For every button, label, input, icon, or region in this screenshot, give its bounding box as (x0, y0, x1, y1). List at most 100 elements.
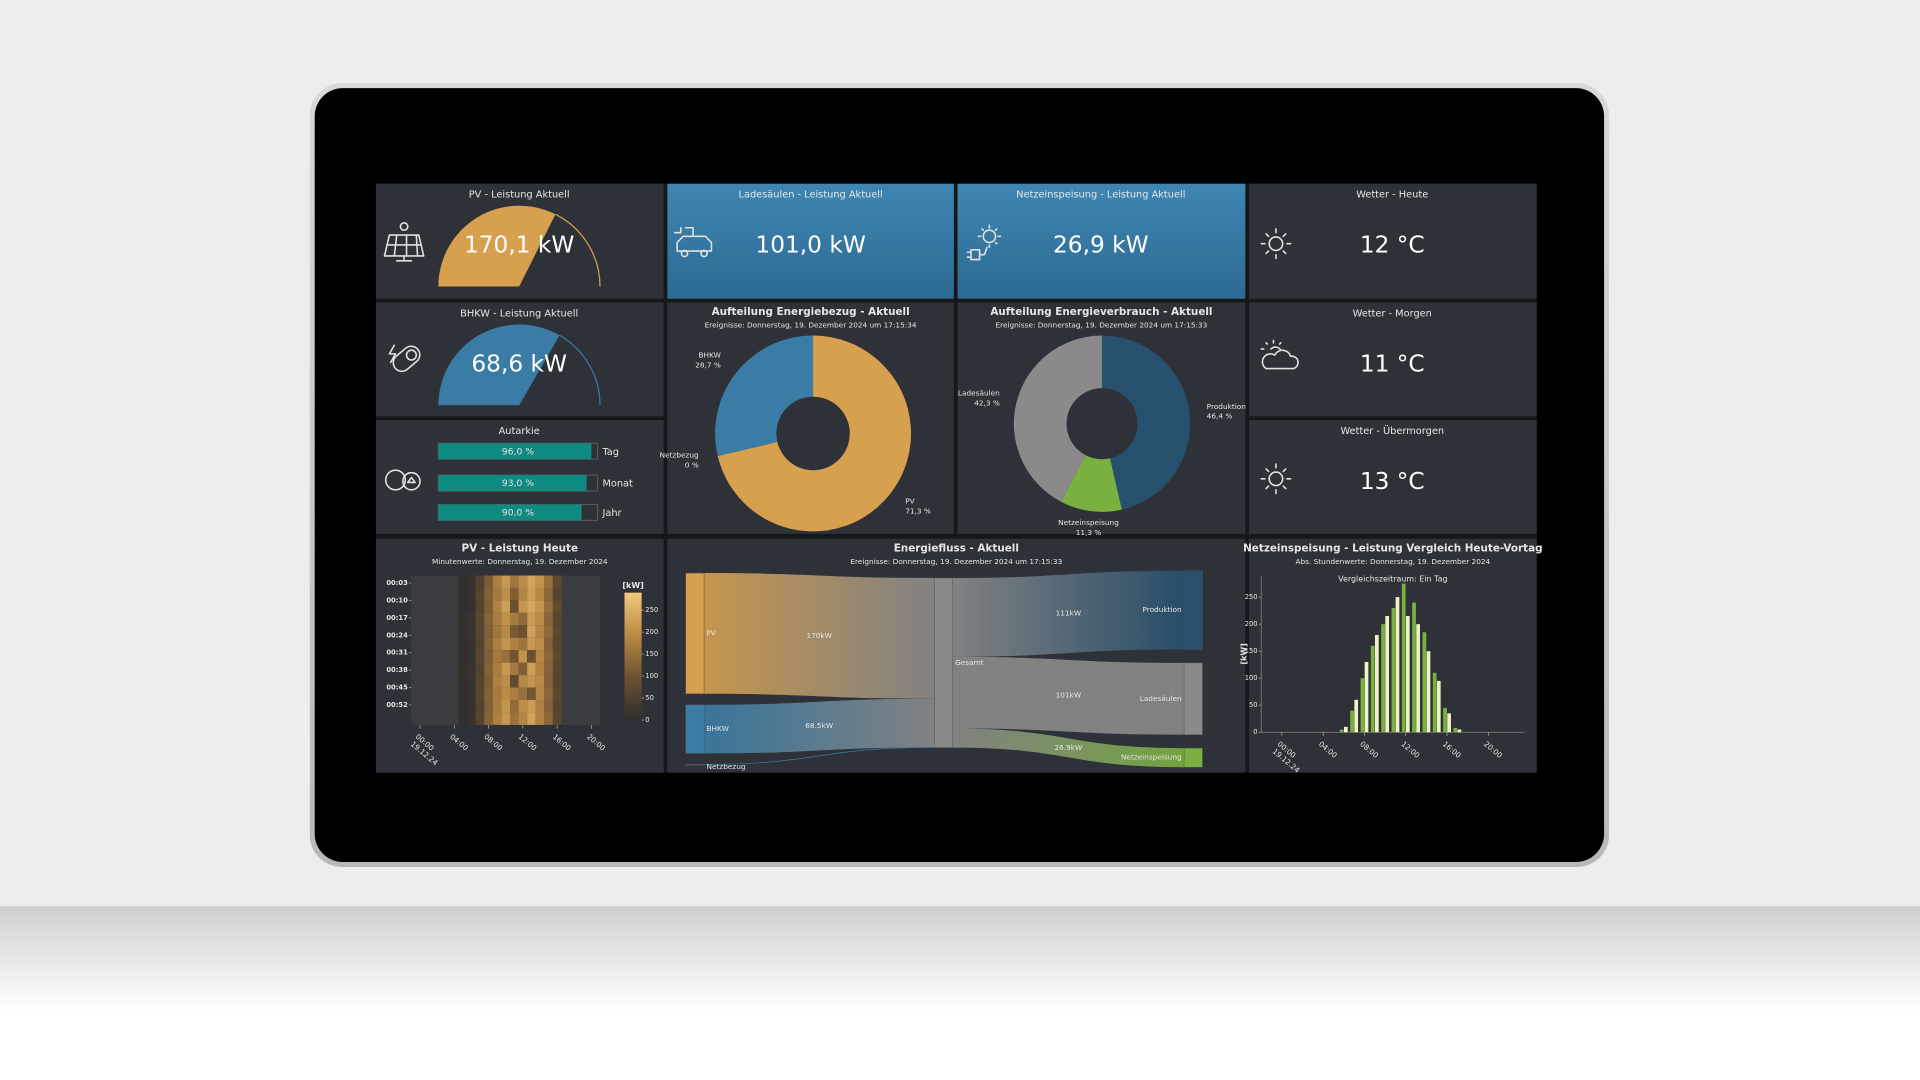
bar-label: Monat (602, 479, 633, 490)
heat-cell (458, 625, 468, 638)
heat-cell (475, 575, 485, 588)
gauge-track (559, 334, 601, 406)
heat-cell (527, 587, 536, 601)
tile-title: Netzeinspeisung - Leistung Aktuell (1016, 190, 1185, 201)
node-label: Netzbezug (707, 762, 746, 771)
heat-cell (458, 675, 468, 688)
heat-cell (475, 637, 485, 651)
bar (1360, 678, 1365, 733)
sankey-link (704, 698, 935, 754)
heat-cell (501, 675, 510, 688)
slice-label: Netzeinspeisung (1058, 518, 1119, 527)
heat-cell (467, 587, 476, 601)
autarky-icon (384, 469, 421, 491)
y-axis-label: [kW] (1240, 643, 1249, 664)
heat-cell (458, 587, 468, 601)
heat-cell (475, 662, 485, 676)
heat-cell (518, 600, 528, 613)
heat-cell (501, 575, 510, 588)
heat-cell (552, 575, 562, 588)
bar-value: 96,0 % (502, 446, 534, 457)
heat-cell (527, 712, 536, 725)
heat-cell (544, 625, 553, 638)
heat-cell (475, 587, 485, 601)
heat-cell (518, 712, 528, 725)
heat-cell (552, 637, 562, 651)
chp-icon (388, 344, 421, 373)
heat-cell (535, 625, 545, 638)
heat-cell (510, 700, 519, 713)
heat-cell (484, 625, 493, 638)
heat-cell (467, 612, 476, 626)
heat-cell (518, 650, 528, 663)
heat-cell (484, 587, 493, 601)
slice-value: 71,3 % (905, 506, 931, 515)
heat-cell (518, 700, 528, 713)
tile-value: 12 °C (1360, 232, 1425, 259)
bar (1432, 672, 1437, 733)
heat-cell (458, 650, 468, 663)
gauge-track (555, 213, 601, 287)
tile-title: PV - Leistung Aktuell (469, 190, 570, 201)
sankey-link (952, 728, 1185, 768)
bar (1395, 597, 1400, 733)
heat-cell (518, 637, 528, 651)
bar (438, 475, 587, 492)
heat-cell (544, 575, 553, 588)
heat-cell (544, 637, 553, 651)
pie-slice (1061, 455, 1122, 512)
node-label: Gesamt (955, 658, 984, 667)
heat-cell (527, 700, 536, 713)
bar (1412, 602, 1416, 733)
heat-cell (484, 650, 493, 663)
heat-cell (501, 587, 510, 601)
heat-cell (510, 575, 519, 588)
heat-cell (492, 612, 502, 626)
sankey-link (704, 573, 935, 699)
bar (1354, 699, 1359, 733)
heat-cell (544, 712, 553, 725)
heat-cell (535, 612, 545, 626)
tile-value: 11 °C (1360, 350, 1425, 377)
gauge-fill (438, 324, 560, 406)
heat-cell (544, 700, 553, 713)
slice-value: 42,3 % (974, 398, 1000, 407)
tile-title: Wetter - Morgen (1353, 308, 1432, 319)
heat-cell (552, 712, 562, 725)
bar (1447, 713, 1451, 733)
slice-label: PV (905, 496, 914, 505)
bar (438, 443, 592, 460)
heat-cell (475, 712, 485, 725)
node-label: PV (707, 628, 716, 637)
bar (1391, 607, 1396, 733)
heat-cell (552, 687, 562, 701)
tile (957, 183, 1246, 299)
link-label: 101kW (1056, 691, 1081, 700)
bar (1443, 707, 1447, 733)
heat-cell (475, 650, 485, 663)
heat-cell (518, 675, 528, 688)
bar (1381, 624, 1385, 733)
pie-slice (1102, 335, 1191, 510)
heat-cell (510, 662, 519, 676)
heat-cell (552, 612, 562, 626)
bar (1385, 616, 1390, 733)
pie-slice (717, 335, 912, 532)
heat-cell (475, 625, 485, 638)
heat-cell (510, 612, 519, 626)
heat-cell (484, 700, 493, 713)
heat-cell (467, 575, 476, 588)
bar (1344, 726, 1348, 733)
heat-cell (467, 700, 476, 713)
heat-cell (510, 675, 519, 688)
heat-cell (552, 600, 562, 613)
slice-value: 11,3 % (1076, 528, 1102, 537)
heat-cell (492, 625, 502, 638)
y-tick-label: 0 (1253, 728, 1257, 736)
heat-cell (492, 662, 502, 676)
sun-icon (1260, 463, 1292, 495)
heat-cell (484, 687, 493, 701)
sankey-link (952, 656, 1185, 735)
